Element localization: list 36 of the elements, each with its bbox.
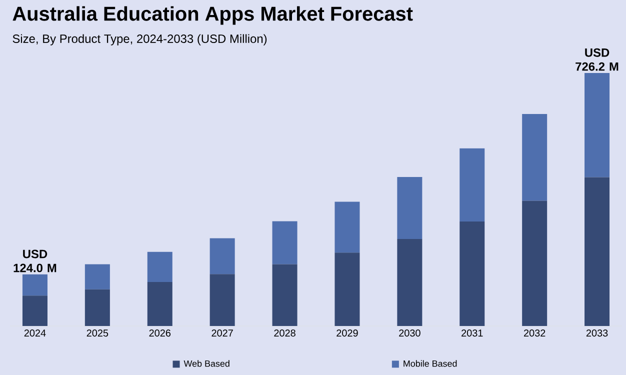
bar bbox=[210, 274, 235, 326]
bar bbox=[210, 238, 235, 274]
bar bbox=[84, 264, 110, 290]
legend-label: Mobile Based bbox=[404, 360, 457, 367]
bar bbox=[334, 202, 360, 253]
x-tick-label: 2026 bbox=[149, 330, 171, 337]
chart-subtitle: Size, By Product Type, 2024-2033 (USD Million) bbox=[12, 34, 267, 46]
bar bbox=[147, 282, 172, 326]
bar bbox=[22, 296, 48, 326]
bar bbox=[397, 176, 422, 239]
x-tick-label: 2025 bbox=[86, 330, 108, 337]
bar bbox=[272, 264, 298, 326]
x-tick-label: 2028 bbox=[274, 330, 296, 337]
total-label: USD 726.2 M bbox=[576, 48, 618, 71]
bar bbox=[460, 148, 485, 222]
total-label: USD 124.0 M bbox=[14, 250, 56, 272]
bar bbox=[147, 252, 172, 282]
x-tick-label: 2031 bbox=[462, 330, 483, 337]
bar bbox=[397, 238, 422, 326]
x-tick-label: 2024 bbox=[24, 330, 46, 337]
x-tick-label: 2027 bbox=[212, 330, 233, 337]
x-tick-label: 2029 bbox=[336, 330, 358, 337]
bar bbox=[84, 289, 110, 326]
bar bbox=[22, 274, 48, 296]
bar bbox=[522, 114, 548, 201]
bar bbox=[334, 252, 360, 326]
bar bbox=[460, 222, 485, 326]
x-tick-label: 2032 bbox=[524, 330, 546, 337]
bar bbox=[522, 200, 548, 326]
bar bbox=[584, 177, 610, 326]
x-tick-label: 2033 bbox=[586, 330, 608, 337]
x-tick-label: 2030 bbox=[399, 330, 420, 337]
chart-title: Australia Education Apps Market Forecast bbox=[12, 6, 413, 25]
bar bbox=[272, 221, 298, 264]
bar bbox=[584, 73, 610, 178]
legend-label: Web Based bbox=[184, 360, 230, 367]
